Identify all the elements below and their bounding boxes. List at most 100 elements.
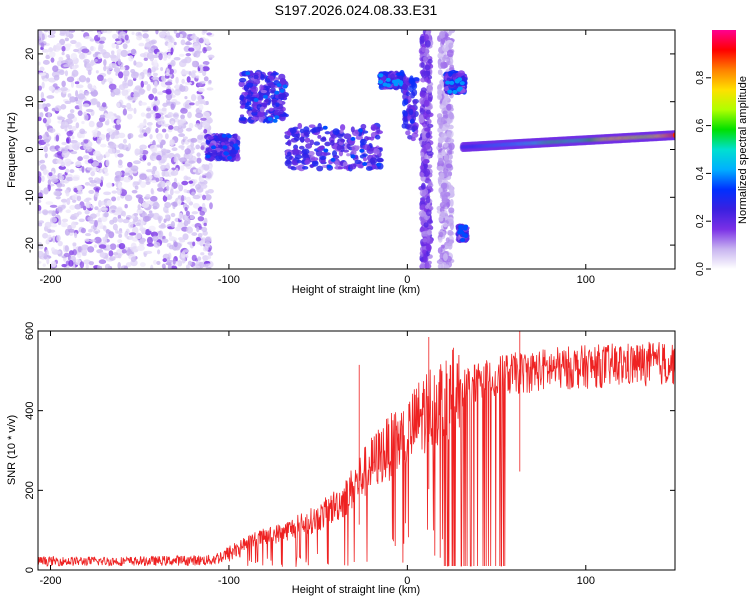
- spectrogram-speckle: [203, 217, 208, 225]
- spectrogram-blob-cell: [369, 136, 375, 141]
- spectrogram-peak: [274, 90, 280, 95]
- spectrogram-speckle: [168, 231, 172, 238]
- spectrogram-speckle: [104, 172, 109, 177]
- spectrogram-streak-cell: [448, 154, 453, 160]
- spectrogram-speckle: [180, 251, 186, 259]
- spectrogram-speckle: [111, 196, 117, 202]
- spectrogram-speckle: [127, 161, 133, 168]
- spectrogram-streak-cell: [423, 163, 428, 170]
- spectrogram-speckle: [167, 52, 172, 60]
- spectrogram-speckle: [200, 117, 207, 121]
- spectrogram-streak-cell: [440, 37, 446, 45]
- spectrogram-speckle: [141, 129, 147, 134]
- spectrogram-feature-line: [459, 130, 675, 153]
- spectrogram-streak-cell: [427, 93, 433, 102]
- spectrogram-streak-cell: [402, 84, 407, 90]
- spectrogram-speckle: [192, 42, 201, 50]
- spectrogram-blob-cell: [309, 139, 315, 146]
- spectrogram-blob-cell: [317, 134, 322, 139]
- spectrogram-streak-cell: [438, 30, 445, 39]
- spectrogram-speckle: [116, 196, 121, 201]
- spectrogram-speckle: [110, 133, 115, 140]
- spectrogram-streak-cell: [439, 172, 445, 180]
- spectrogram-streak-cell: [442, 110, 448, 115]
- spectrogram-speckle: [166, 162, 170, 169]
- spectrogram-speckle: [76, 185, 81, 191]
- spectrogram-speckle: [152, 206, 158, 210]
- spectrogram-blob-cell: [310, 157, 319, 162]
- spectrogram-speckle: [203, 222, 207, 227]
- spectrogram-speckle: [180, 107, 188, 114]
- spectrogram-speckle: [191, 191, 196, 197]
- spectrogram-speckle: [143, 57, 148, 62]
- spectrogram-speckle: [111, 190, 118, 194]
- spectrogram-speckle: [194, 50, 201, 58]
- spectrogram-streak-cell: [448, 142, 455, 151]
- spectrogram-speckle: [94, 236, 102, 244]
- spectrogram-blob-cell: [215, 154, 223, 162]
- spectrogram-speckle: [205, 41, 211, 45]
- spectrogram-speckle: [124, 204, 128, 209]
- spectrogram-speckle: [199, 98, 206, 105]
- spectrogram-speckle: [201, 121, 210, 129]
- spectrogram-speckle: [117, 262, 121, 269]
- spectrogram-speckle: [43, 30, 49, 33]
- spectrogram-speckle: [47, 112, 51, 118]
- spectrogram-speckle: [178, 237, 184, 241]
- spectrogram-blob-cell: [359, 138, 367, 146]
- spectrogram-speckle: [200, 65, 204, 73]
- spectrogram-blob-cell: [343, 133, 352, 140]
- spectrogram-x-tick-label: 0: [404, 274, 410, 286]
- spectrogram-speckle: [149, 134, 153, 140]
- spectrogram-speckle: [132, 92, 141, 98]
- spectrogram-speckle: [99, 114, 106, 119]
- spectrogram-blob-cell: [250, 116, 259, 121]
- spectrogram-streak-cell: [439, 201, 447, 209]
- spectrogram-speckle: [133, 213, 139, 217]
- spectrogram-peak: [234, 146, 240, 151]
- spectrogram-streak-cell: [437, 165, 444, 172]
- spectrogram-blob-cell: [370, 124, 378, 131]
- spectrogram-blob-cell: [289, 127, 297, 134]
- spectrogram-speckle: [57, 240, 63, 247]
- spectrogram-speckle: [145, 127, 151, 134]
- spectrogram-peak: [227, 155, 233, 160]
- spectrogram-speckle: [66, 130, 73, 137]
- spectrogram-speckle: [136, 209, 143, 214]
- spectrogram-speckle: [195, 112, 204, 119]
- spectrogram-speckle: [157, 135, 162, 143]
- spectrogram-speckle: [190, 137, 198, 143]
- spectrogram-speckle: [122, 211, 127, 217]
- spectrogram-speckle: [106, 118, 110, 126]
- spectrogram-speckle: [197, 87, 205, 93]
- spectrogram-speckle: [197, 233, 203, 238]
- spectrogram-blob-cell: [336, 144, 342, 151]
- spectrogram-speckle: [69, 139, 78, 144]
- spectrogram-streak-cell: [412, 99, 418, 106]
- spectrogram-speckle: [190, 141, 195, 148]
- figure-title: S197.2026.024.08.33.E31: [275, 2, 438, 18]
- spectrogram-speckle: [38, 185, 41, 193]
- spectrogram-blob-cell: [224, 136, 229, 142]
- spectrogram-speckle: [38, 33, 42, 40]
- spectrogram-blob-cell: [286, 151, 292, 157]
- spectrogram-speckle: [50, 216, 58, 223]
- spectrogram-streak-cell: [444, 95, 450, 101]
- spectrogram-speckle: [191, 211, 199, 215]
- spectrogram-speckle: [160, 164, 167, 170]
- spectrogram-speckle: [148, 174, 153, 180]
- spectrogram-streak-cell: [425, 142, 432, 150]
- spectrogram-blob-cell: [298, 145, 305, 150]
- spectrogram-speckle: [43, 252, 48, 260]
- spectrogram-speckle: [42, 117, 47, 124]
- spectrogram-streak-cell: [426, 79, 432, 84]
- spectrogram-speckle: [99, 253, 106, 258]
- spectrogram-speckle: [145, 181, 151, 185]
- spectrogram-speckle: [178, 184, 184, 192]
- spectrogram-blob-cell: [248, 70, 254, 77]
- spectrogram-speckle: [183, 188, 188, 193]
- spectrogram-speckle: [201, 226, 208, 233]
- spectrogram-speckle: [139, 173, 147, 181]
- spectrogram-peak: [245, 71, 251, 76]
- spectrogram-speckle: [150, 188, 154, 194]
